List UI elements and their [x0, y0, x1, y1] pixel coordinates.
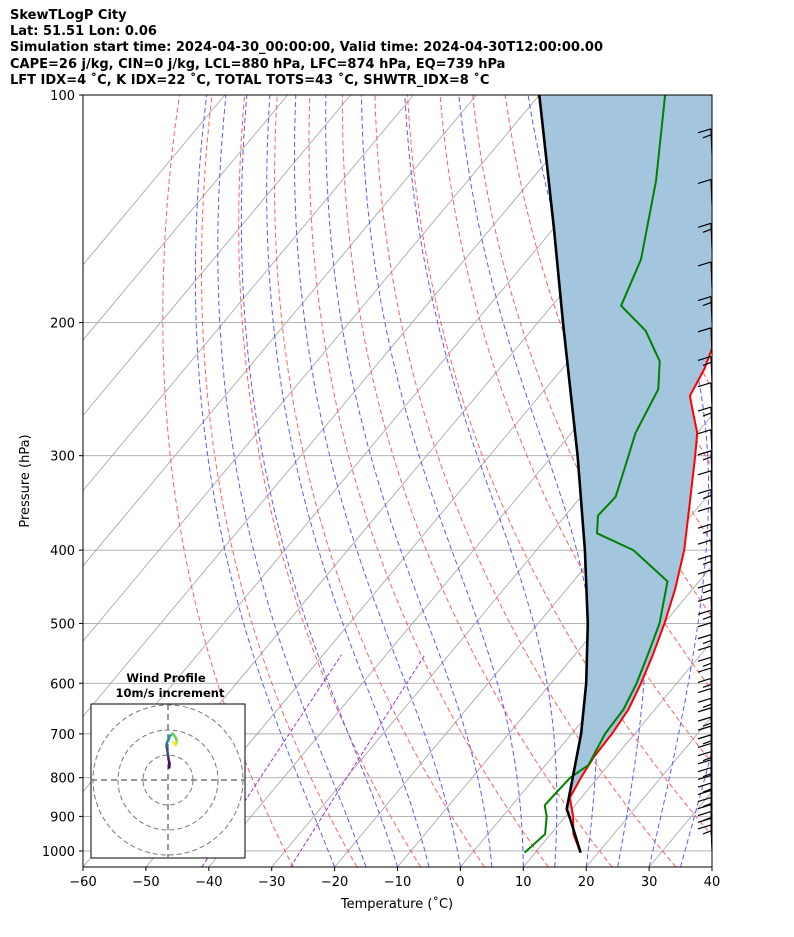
y-tick-label: 500 — [50, 617, 75, 632]
y-tick-label: 100 — [50, 89, 75, 104]
x-tick-label: −50 — [132, 875, 159, 890]
wind-barb — [697, 382, 713, 409]
cape-indices: CAPE=26 j/kg, CIN=0 j/kg, LCL=880 hPa, L… — [10, 56, 506, 72]
dry-adiabat — [374, 95, 677, 867]
dry-adiabat — [201, 95, 358, 867]
hodograph-title: Wind Profile — [126, 671, 206, 685]
dry-adiabat — [472, 95, 712, 692]
moist-adiabat — [404, 95, 558, 867]
moist-adiabat — [325, 95, 493, 867]
axis-ticks: −60 −50 −40 −30 −20 −10 0 10 20 30 40 1000 900 800 700… — [42, 89, 720, 890]
isotherm-40 — [711, 866, 712, 867]
wind-barb — [697, 470, 713, 497]
station-location: Lat: 51.51 Lon: 0.06 — [10, 24, 157, 40]
y-tick-label: 200 — [50, 317, 75, 332]
moist-adiabat — [294, 95, 461, 867]
temperature-line — [568, 345, 712, 853]
x-tick-label: 30 — [641, 875, 658, 890]
isotherm-0 — [460, 565, 712, 867]
wind-barb — [697, 506, 713, 534]
dry-adiabat — [766, 95, 794, 867]
x-tick-label: −60 — [69, 875, 96, 890]
wind-barb — [697, 759, 713, 786]
moist-adiabat — [217, 95, 367, 867]
x-tick-label: 20 — [578, 875, 595, 890]
y-tick-label: 600 — [50, 677, 75, 692]
parcel-line — [538, 95, 590, 853]
y-tick-label: 1000 — [42, 845, 75, 860]
simulation-times: Simulation start time: 2024-04-30_00:00:… — [10, 40, 603, 56]
x-axis-label: Temperature (˚C) — [340, 896, 453, 912]
hodograph: Wind Profile 10m/s increment — [90, 671, 246, 859]
isotherm--140 — [83, 95, 226, 266]
isotherm--30 — [271, 339, 712, 867]
y-tick-label: 900 — [50, 810, 75, 825]
moist-adiabat — [618, 95, 710, 867]
wind-barb — [697, 429, 713, 456]
isotherm--130 — [83, 95, 289, 341]
wind-barb — [697, 725, 713, 753]
wind-barb — [697, 295, 713, 323]
moist-adiabat — [361, 95, 524, 867]
dry-adiabat — [733, 95, 794, 867]
moist-adiabat — [711, 865, 712, 867]
x-tick-label: 40 — [704, 875, 721, 890]
wind-barb — [697, 327, 713, 354]
station-title: SkewTLogP City — [10, 8, 127, 23]
x-tick-label: 0 — [456, 875, 464, 890]
x-tick-label: −40 — [195, 875, 222, 890]
y-tick-label: 800 — [50, 772, 75, 787]
isotherm--90 — [83, 95, 540, 642]
dry-adiabat — [273, 95, 485, 867]
y-axis-label: Pressure (hPa) — [18, 434, 33, 527]
hodograph-segment — [172, 741, 177, 747]
wind-barb — [697, 734, 713, 761]
x-tick-label: −30 — [258, 875, 285, 890]
isotherm--40 — [208, 264, 712, 867]
x-tick-label: 10 — [515, 875, 532, 890]
wind-barbs — [697, 128, 713, 852]
y-tick-label: 300 — [50, 450, 75, 465]
dewpoint-line — [523, 95, 669, 854]
wind-barb — [697, 824, 713, 852]
hodograph-subtitle: 10m/s increment — [116, 686, 225, 700]
dry-adiabat — [700, 95, 712, 132]
wind-barb — [697, 178, 713, 206]
isotherm-20 — [585, 715, 712, 867]
dry-adiabat — [162, 95, 294, 867]
x-tick-label: −20 — [321, 875, 348, 890]
wind-barb — [697, 488, 713, 516]
wind-barb — [697, 406, 713, 434]
isotherm--80 — [83, 95, 603, 718]
isotherm--100 — [83, 95, 477, 567]
moist-adiabat — [266, 95, 430, 867]
isotherm-10 — [522, 640, 712, 867]
dry-adiabat — [238, 95, 422, 867]
dry-adiabat — [308, 95, 549, 867]
profile-lines — [523, 95, 712, 854]
stability-indices: LFT IDX=4 ˚C, K IDX=22 ˚C, TOTAL TOTS=43… — [10, 72, 490, 88]
wind-barb — [697, 622, 713, 649]
wind-barb — [697, 523, 713, 551]
header: SkewTLogP City Lat: 51.51 Lon: 0.06 Simu… — [10, 8, 603, 89]
cape-shading — [539, 95, 712, 809]
isotherm--10 — [397, 489, 712, 867]
moist-adiabat — [194, 95, 336, 867]
wind-barb — [697, 222, 713, 250]
y-tick-label: 700 — [50, 728, 75, 743]
mixing-ratio-line — [290, 654, 426, 867]
wind-barb — [697, 261, 713, 289]
wind-barb — [697, 355, 713, 383]
wind-barb — [697, 742, 713, 770]
y-tick-label: 400 — [50, 544, 75, 559]
x-tick-label: −10 — [384, 875, 411, 890]
isotherm--110 — [83, 95, 414, 492]
wind-barb — [697, 539, 713, 567]
wind-barb — [697, 450, 713, 477]
wind-barb — [697, 128, 713, 155]
moist-adiabat — [240, 95, 398, 867]
isotherm--120 — [83, 95, 351, 416]
